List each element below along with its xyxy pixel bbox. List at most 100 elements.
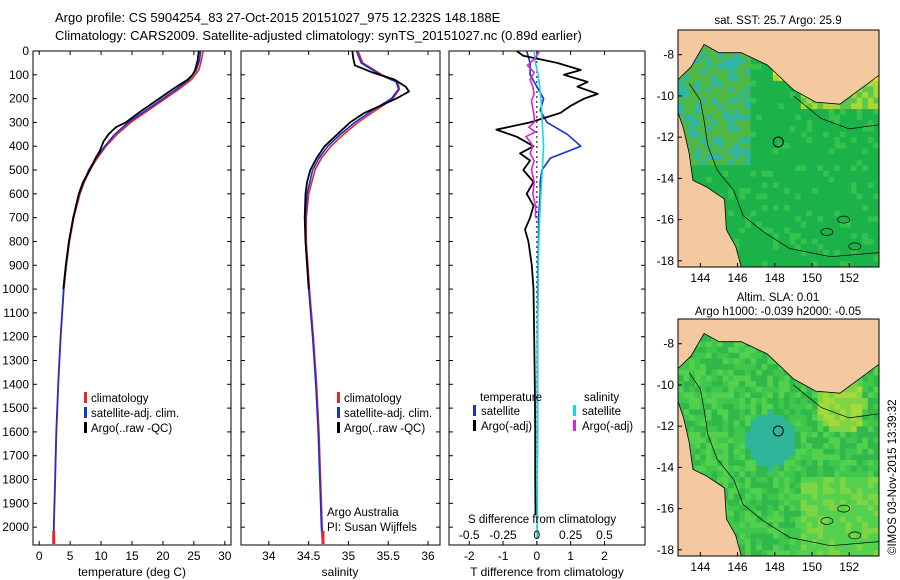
- map-cell: [733, 176, 740, 183]
- map-cell: [795, 97, 802, 104]
- map-cell: [806, 120, 813, 127]
- map-cell: [745, 409, 751, 416]
- map-cell: [784, 233, 791, 240]
- map-cell: [733, 154, 740, 161]
- map-cell: [817, 204, 824, 211]
- map-cell: [761, 159, 768, 166]
- map-cell: [823, 176, 830, 183]
- map-cell: [862, 238, 869, 245]
- map-cell: [834, 114, 841, 121]
- map-cell: [862, 244, 869, 251]
- map-cell: [761, 482, 768, 489]
- map-cell: [772, 109, 779, 116]
- map-cell: [828, 131, 835, 138]
- map-cell: [834, 142, 841, 149]
- map-cell: [873, 261, 879, 267]
- map-cell: [867, 188, 874, 195]
- map-cell: [812, 103, 818, 110]
- map-cell: [834, 465, 841, 472]
- map-cell: [851, 488, 858, 495]
- map-cell: [772, 443, 779, 450]
- map-cell: [817, 510, 824, 517]
- map-cell: [834, 199, 841, 206]
- map-cell: [717, 420, 724, 427]
- map-cell: [817, 426, 824, 433]
- reef-outline: [820, 517, 834, 525]
- map-cell: [683, 358, 690, 365]
- map-cell: [862, 431, 869, 438]
- map-cell: [845, 510, 852, 517]
- map-cell: [761, 97, 768, 104]
- map-cell: [739, 539, 746, 546]
- map-cell: [733, 522, 740, 529]
- map-cell: [778, 97, 785, 104]
- map-cell: [733, 403, 740, 410]
- map-cell: [700, 437, 707, 444]
- map-cell: [845, 403, 852, 410]
- map-cell: [789, 227, 796, 234]
- map-cell: [867, 221, 874, 228]
- map-cell: [739, 120, 746, 127]
- map-cell: [733, 80, 740, 87]
- map-cell: [856, 448, 863, 455]
- map-cell: [828, 233, 835, 240]
- map-y-tick-label: -8: [663, 48, 674, 62]
- map-cell: [823, 488, 830, 495]
- map-cell: [745, 493, 751, 500]
- map-cell: [867, 392, 874, 399]
- map-cell: [711, 358, 718, 365]
- map-cell: [745, 69, 751, 76]
- map-cell: [839, 482, 846, 489]
- map-cell: [689, 75, 696, 82]
- map-cell: [839, 154, 846, 161]
- map-cell: [739, 431, 746, 438]
- map-cell: [750, 103, 757, 110]
- map-cell: [694, 465, 701, 472]
- map-y-tick-label: -10: [657, 89, 675, 103]
- map-cell: [851, 533, 858, 540]
- map-cell: [717, 431, 724, 438]
- map-cell: [772, 499, 779, 506]
- map-cell: [705, 460, 712, 467]
- map-cell: [812, 510, 818, 517]
- series-line-climatology: [52, 51, 204, 540]
- map-cell: [722, 471, 729, 478]
- map-cell: [828, 488, 835, 495]
- map-cell: [756, 80, 763, 87]
- map-cell: [728, 188, 735, 195]
- map-cell: [711, 386, 718, 393]
- map-cell: [767, 550, 774, 556]
- map-cell: [784, 493, 791, 500]
- map-cell: [733, 114, 740, 121]
- map-cell: [839, 148, 846, 155]
- map-cell: [867, 516, 874, 523]
- map-cell: [839, 505, 846, 512]
- map-cell: [761, 244, 768, 251]
- map-cell: [834, 426, 841, 433]
- map-cell: [733, 443, 740, 450]
- map-cell: [745, 516, 751, 523]
- map-cell: [778, 238, 785, 245]
- map-cell: [745, 120, 751, 127]
- difference-xlabel: T difference from climatology: [470, 565, 624, 579]
- map-cell: [834, 516, 841, 523]
- map-cell: [717, 375, 724, 382]
- map-cell: [772, 409, 779, 416]
- map-cell: [851, 137, 858, 144]
- map-cell: [756, 505, 763, 512]
- map-cell: [839, 227, 846, 234]
- map-cell: [705, 75, 712, 82]
- map-cell: [834, 227, 841, 234]
- map-cell: [867, 86, 874, 93]
- map-cell: [745, 398, 751, 405]
- map-cell: [795, 448, 802, 455]
- map-cell: [856, 454, 863, 461]
- map-cell: [795, 516, 802, 523]
- map-cell: [873, 381, 879, 388]
- legend-temp-argo-swatch: [473, 420, 476, 431]
- map-cell: [689, 148, 696, 155]
- map-cell: [817, 409, 824, 416]
- map-cell: [694, 403, 701, 410]
- map-cell: [772, 375, 779, 382]
- map-cell: [689, 431, 696, 438]
